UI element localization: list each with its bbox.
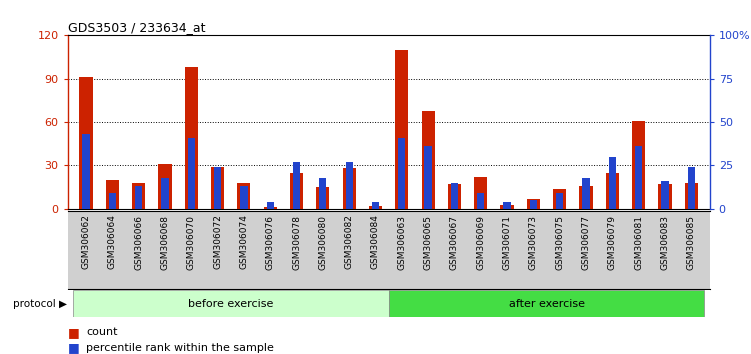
Bar	[290, 173, 303, 209]
Bar	[132, 183, 145, 209]
Text: GSM306083: GSM306083	[660, 215, 669, 269]
Bar	[553, 189, 566, 209]
Bar	[662, 181, 668, 209]
Text: before exercise: before exercise	[188, 298, 273, 309]
Text: ■: ■	[68, 341, 80, 354]
Text: ■: ■	[68, 326, 80, 338]
Bar	[635, 147, 642, 209]
Text: GSM306064: GSM306064	[108, 215, 117, 269]
Text: GSM306079: GSM306079	[608, 215, 617, 269]
Bar	[529, 200, 537, 209]
Text: GSM306076: GSM306076	[266, 215, 275, 269]
Bar	[556, 193, 563, 209]
Text: protocol ▶: protocol ▶	[14, 298, 68, 309]
Bar	[109, 193, 116, 209]
Text: GSM306068: GSM306068	[161, 215, 170, 269]
Bar	[345, 162, 353, 209]
Text: GSM306062: GSM306062	[82, 215, 91, 269]
Bar	[659, 184, 671, 209]
Text: GSM306071: GSM306071	[502, 215, 511, 269]
Bar	[106, 180, 119, 209]
Bar	[214, 167, 222, 209]
Bar	[424, 147, 432, 209]
Text: GSM306078: GSM306078	[292, 215, 301, 269]
Text: GSM306080: GSM306080	[318, 215, 327, 269]
Text: GSM306063: GSM306063	[397, 215, 406, 269]
Text: GSM306069: GSM306069	[476, 215, 485, 269]
Text: GSM306072: GSM306072	[213, 215, 222, 269]
Bar	[685, 183, 698, 209]
Bar	[188, 138, 195, 209]
Text: GSM306074: GSM306074	[240, 215, 249, 269]
Text: GSM306075: GSM306075	[555, 215, 564, 269]
Bar	[526, 199, 540, 209]
Bar	[240, 186, 248, 209]
Bar	[500, 205, 514, 209]
Bar	[369, 206, 382, 209]
Bar	[474, 177, 487, 209]
Bar	[421, 110, 435, 209]
Bar	[372, 202, 379, 209]
Bar	[237, 183, 251, 209]
Bar	[342, 169, 356, 209]
Bar	[395, 50, 409, 209]
Text: GSM306065: GSM306065	[424, 215, 433, 269]
Bar	[448, 184, 461, 209]
Bar	[632, 121, 645, 209]
Text: GSM306084: GSM306084	[371, 215, 380, 269]
Bar	[80, 77, 92, 209]
Bar	[580, 186, 593, 209]
Text: GSM306067: GSM306067	[450, 215, 459, 269]
Bar	[73, 290, 389, 317]
Text: GSM306085: GSM306085	[686, 215, 695, 269]
Bar	[316, 187, 330, 209]
Bar	[606, 173, 619, 209]
Bar	[503, 202, 511, 209]
Text: GSM306081: GSM306081	[634, 215, 643, 269]
Text: GSM306082: GSM306082	[345, 215, 354, 269]
Bar	[389, 290, 704, 317]
Bar	[211, 167, 224, 209]
Bar	[688, 167, 695, 209]
Bar	[185, 67, 198, 209]
Bar	[135, 186, 142, 209]
Bar	[451, 183, 458, 209]
Bar	[582, 178, 590, 209]
Text: GSM306073: GSM306073	[529, 215, 538, 269]
Bar	[609, 157, 616, 209]
Text: count: count	[86, 327, 118, 337]
Text: percentile rank within the sample: percentile rank within the sample	[86, 343, 274, 353]
Bar	[264, 207, 277, 209]
Bar	[267, 202, 274, 209]
Bar	[161, 178, 168, 209]
Bar	[83, 134, 89, 209]
Text: GSM306066: GSM306066	[134, 215, 143, 269]
Text: GDS3503 / 233634_at: GDS3503 / 233634_at	[68, 21, 205, 34]
Text: GSM306077: GSM306077	[581, 215, 590, 269]
Text: after exercise: after exercise	[508, 298, 584, 309]
Bar	[477, 193, 484, 209]
Bar	[293, 162, 300, 209]
Bar	[319, 178, 327, 209]
Text: GSM306070: GSM306070	[187, 215, 196, 269]
Bar	[398, 138, 406, 209]
Bar	[158, 164, 171, 209]
